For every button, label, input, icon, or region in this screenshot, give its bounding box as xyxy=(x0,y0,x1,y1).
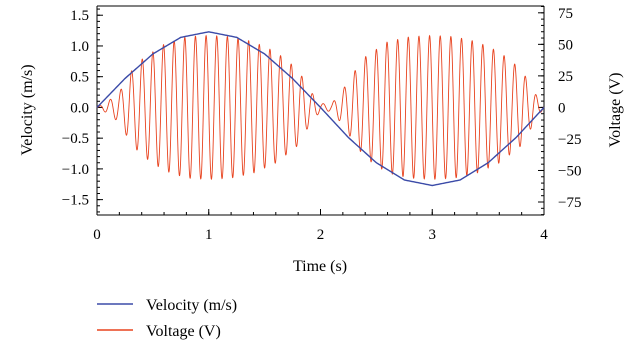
ticks-group: 0 1 2 3 4 −1.5 −1.0 −0.5 0.0 0.5 1.0 1.5 −75 −50 −25 0 2… xyxy=(62,6,582,243)
x-tick-label: 0 xyxy=(93,227,101,243)
y-tick-label: 1.0 xyxy=(70,39,89,55)
axes-group xyxy=(96,5,545,216)
legend-item-velocity: Velocity (m/s) xyxy=(97,297,237,314)
y2-tick-label: 0 xyxy=(558,100,566,116)
y-tick-label: 1.5 xyxy=(70,8,89,24)
y2-tick-label: −50 xyxy=(558,163,581,179)
y2-tick-label: 50 xyxy=(558,37,573,53)
legend-item-voltage: Voltage (V) xyxy=(97,323,221,340)
x-tick-label: 2 xyxy=(317,227,325,243)
legend-label-voltage: Voltage (V) xyxy=(146,323,221,340)
legend: Velocity (m/s) Voltage (V) xyxy=(97,297,237,340)
x-tick-label: 1 xyxy=(205,227,213,243)
legend-label-velocity: Velocity (m/s) xyxy=(146,297,237,314)
x-tick-label: 3 xyxy=(429,227,437,243)
y-tick-label: −0.5 xyxy=(62,131,89,147)
y2-tick-label: −75 xyxy=(558,195,581,211)
series-group xyxy=(96,31,545,187)
y-tick-label: 0.0 xyxy=(70,100,89,116)
y-tick-label: −1.0 xyxy=(62,162,89,178)
x-tick-label: 4 xyxy=(540,227,548,243)
y2-tick-label: −25 xyxy=(558,132,581,148)
y-tick-label: −1.5 xyxy=(62,193,89,209)
left-y-axis-title: Velocity (m/s) xyxy=(19,64,36,155)
y-tick-label: 0.5 xyxy=(70,70,89,86)
y2-tick-label: 25 xyxy=(558,69,573,85)
right-y-axis-title: Voltage (V) xyxy=(607,73,624,148)
y2-tick-label: 75 xyxy=(558,6,573,22)
velocity-series-line xyxy=(96,31,545,187)
x-axis-title: Time (s) xyxy=(293,258,347,275)
